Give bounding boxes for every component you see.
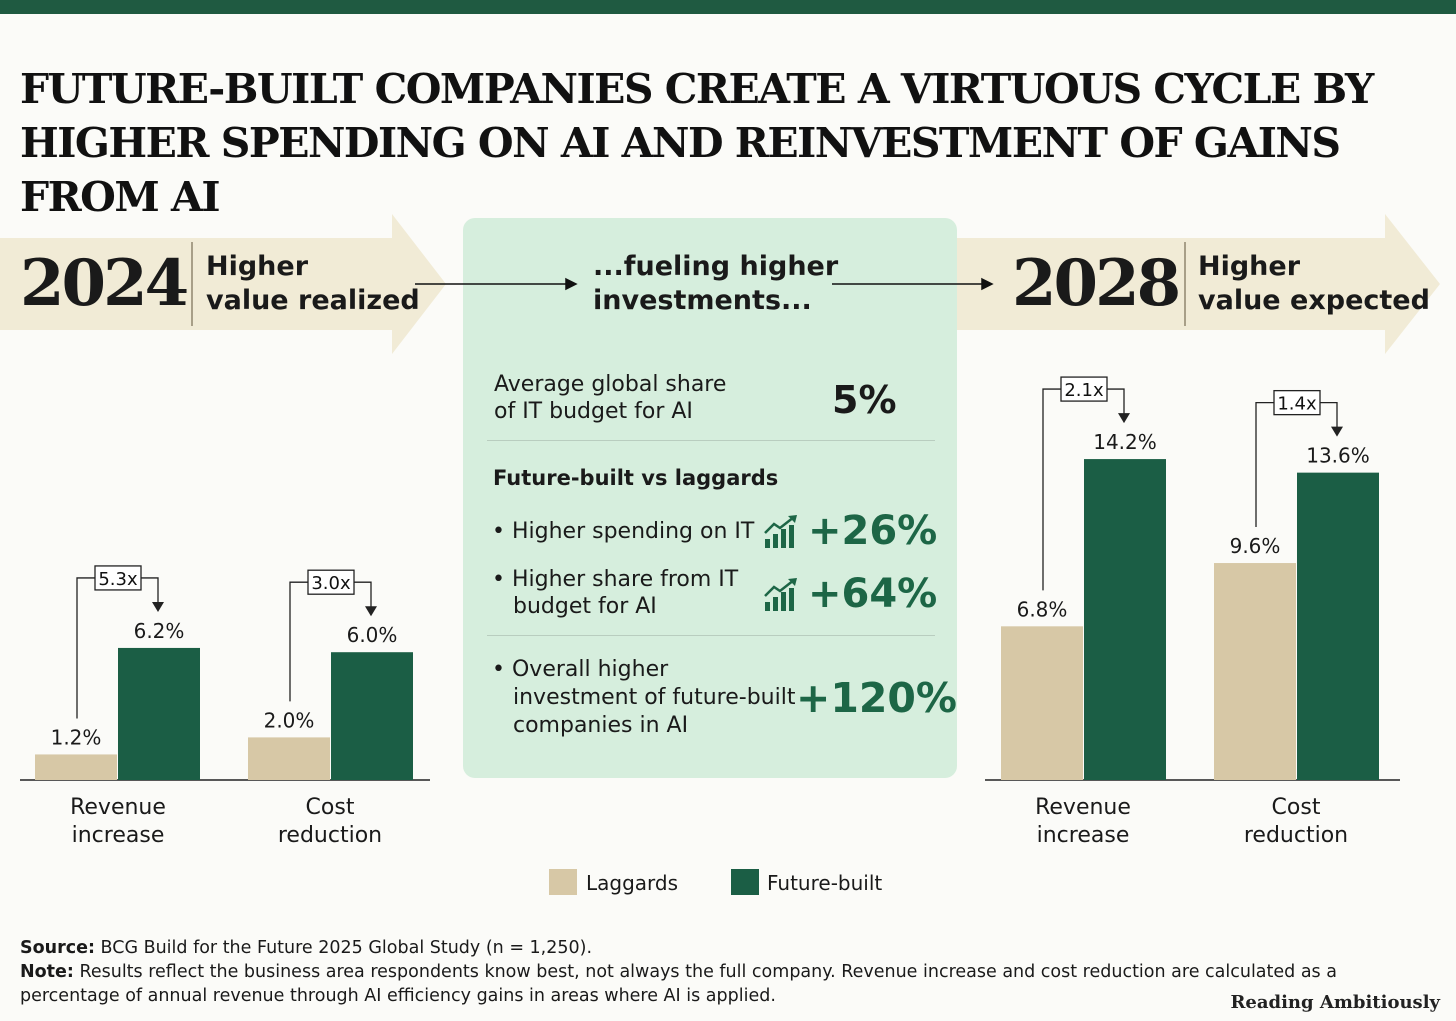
bar-future-built	[118, 647, 200, 780]
data-label: 6.0%	[347, 623, 398, 647]
left-year: 2024	[20, 246, 189, 321]
note-line2: percentage of annual revenue through AI …	[20, 986, 776, 1006]
bullet-item: • Overall higher	[492, 657, 669, 682]
bar-laggards	[1001, 626, 1083, 780]
flow-arrows	[415, 277, 994, 291]
right-header-line1: Higher	[1198, 251, 1301, 282]
brand-watermark: Reading Ambitiously	[1230, 992, 1440, 1013]
center-header-line1: ...fueling higher	[593, 251, 839, 282]
bar-laggards	[35, 754, 117, 780]
callout-line	[1042, 388, 1061, 591]
multiplier-label: 5.3x	[98, 569, 138, 590]
callout-line	[1107, 388, 1125, 416]
page-title: FUTURE-BUILT COMPANIES CREATE A VIRTUOUS…	[20, 65, 1374, 221]
bullet-item-line2: investment of future-built	[513, 685, 796, 710]
callout-line	[1320, 401, 1338, 429]
multiplier-label: 3.0x	[311, 573, 351, 594]
legend-swatch-laggards	[549, 869, 577, 895]
callout-line	[141, 577, 159, 604]
center-header-line2: investments...	[593, 285, 812, 316]
legend-label-future-built: Future-built	[767, 871, 883, 895]
arrow-down-icon	[365, 606, 377, 617]
left-header-line2: value realized	[206, 285, 420, 316]
data-label: 6.8%	[1017, 597, 1068, 621]
right-header-line2: value expected	[1198, 285, 1430, 316]
growth-chart-icon	[764, 578, 797, 611]
share-label-2: of IT budget for AI	[494, 399, 693, 424]
category-label: Revenue increase	[70, 795, 166, 848]
data-label: 1.2%	[51, 725, 102, 749]
bar-charts: 1.2% 6.2% 5.3x 2.0% 6.0% 3.0x 6.8% 14.2% 2.1x 9.6…	[20, 376, 1400, 781]
arrow-down-icon	[152, 601, 164, 612]
category-label: Cost reduction	[1243, 795, 1349, 848]
bullet-item-line2: budget for AI	[513, 594, 657, 619]
arrow-bands	[0, 214, 1440, 354]
legend-swatch-future-built	[731, 869, 759, 895]
callout-line	[354, 581, 372, 609]
category-label: Revenue increase	[1035, 795, 1131, 848]
divider	[191, 242, 193, 326]
data-label: 6.2%	[134, 619, 185, 643]
right-year: 2028	[1012, 246, 1181, 321]
arrow-down-icon	[1331, 426, 1343, 437]
note: Note: Results reflect the business area …	[20, 962, 1337, 982]
callout-line	[76, 577, 95, 719]
bullet-item-line3: companies in AI	[513, 713, 689, 738]
investment-panel	[463, 218, 957, 778]
divider	[1184, 242, 1186, 326]
multiplier-box	[1273, 389, 1321, 416]
right-arrow-band	[957, 214, 1440, 354]
panel-divider	[487, 440, 935, 441]
multiplier-label: 2.1x	[1064, 380, 1104, 401]
bar-future-built	[1297, 472, 1379, 780]
category-label: Cost reduction	[277, 795, 383, 848]
bar-laggards	[1214, 563, 1296, 780]
bullet-item: • Higher share from IT	[492, 567, 739, 592]
item-value: +26%	[808, 508, 938, 554]
left-arrow-band	[0, 214, 446, 354]
panel-subheading: Future-built vs laggards	[493, 466, 779, 490]
item-value: +120%	[796, 674, 958, 722]
growth-chart-icon	[764, 515, 797, 548]
share-label-1: Average global share	[494, 372, 727, 397]
data-label: 14.2%	[1093, 430, 1157, 454]
arrow-down-icon	[1118, 413, 1130, 424]
top-bar	[0, 0, 1456, 14]
bar-laggards	[248, 737, 330, 780]
left-header-line1: Higher	[206, 251, 309, 282]
flow-arrow-icon	[415, 277, 994, 291]
multiplier-label: 1.4x	[1277, 394, 1317, 415]
bar-future-built	[1084, 459, 1166, 780]
item-value: +64%	[808, 571, 938, 617]
bullet-item: • Higher spending on IT	[492, 519, 755, 544]
bar-future-built	[331, 652, 413, 780]
panel-divider	[487, 635, 935, 636]
legend-label-laggards: Laggards	[586, 871, 679, 895]
share-value: 5%	[832, 378, 897, 422]
multiplier-box	[1060, 376, 1108, 402]
source-note: Source: BCG Build for the Future 2025 Gl…	[20, 938, 593, 958]
data-label: 13.6%	[1306, 444, 1370, 468]
data-label: 2.0%	[264, 708, 315, 732]
data-label: 9.6%	[1230, 534, 1281, 558]
callout-line	[289, 581, 308, 702]
callout-line	[1255, 401, 1274, 528]
